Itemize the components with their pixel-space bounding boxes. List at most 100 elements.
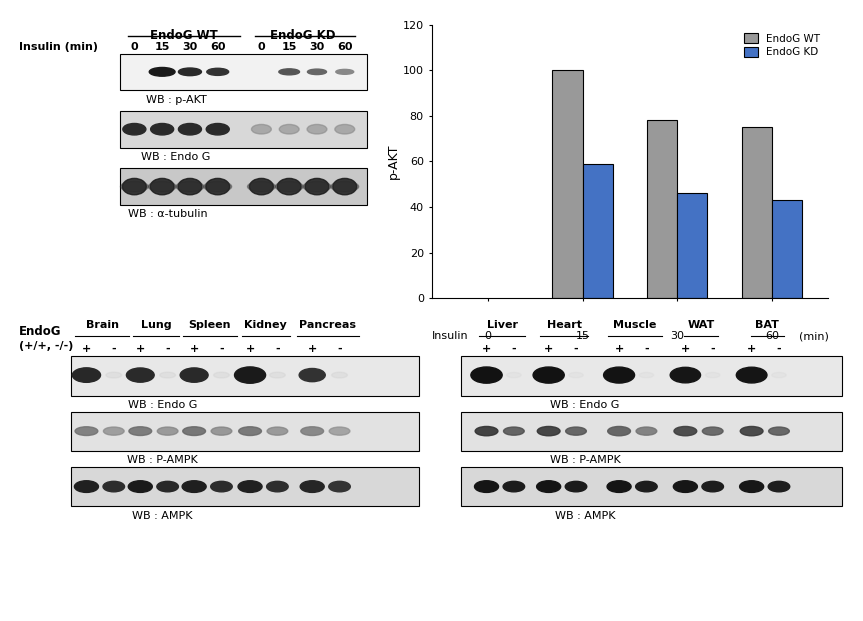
Ellipse shape — [277, 178, 301, 195]
Text: -: - — [166, 344, 170, 354]
Text: Kidney: Kidney — [244, 320, 287, 330]
Text: Muscle: Muscle — [613, 320, 657, 330]
Text: BAT: BAT — [755, 320, 779, 330]
Bar — [583, 164, 613, 298]
Ellipse shape — [740, 427, 763, 436]
Ellipse shape — [72, 368, 100, 383]
Text: WB : Endo G: WB : Endo G — [128, 400, 197, 410]
Ellipse shape — [205, 178, 230, 195]
Ellipse shape — [129, 481, 152, 492]
Bar — [121, 53, 367, 91]
Ellipse shape — [507, 373, 521, 378]
Ellipse shape — [307, 69, 326, 75]
Ellipse shape — [603, 367, 634, 383]
Ellipse shape — [275, 181, 303, 192]
Ellipse shape — [103, 481, 124, 492]
Ellipse shape — [104, 427, 124, 435]
Ellipse shape — [331, 181, 359, 192]
Ellipse shape — [206, 124, 230, 135]
Ellipse shape — [235, 367, 266, 383]
Text: Insulin: Insulin — [432, 331, 468, 341]
Ellipse shape — [335, 124, 355, 134]
Text: WB : Endo G: WB : Endo G — [551, 400, 620, 410]
Text: +: + — [82, 344, 91, 354]
Ellipse shape — [503, 481, 525, 492]
Ellipse shape — [307, 124, 327, 134]
Ellipse shape — [149, 68, 175, 76]
Bar — [677, 193, 708, 298]
Ellipse shape — [736, 367, 767, 383]
Text: 0: 0 — [130, 42, 138, 52]
Text: WB : α-tubulin: WB : α-tubulin — [129, 209, 208, 219]
Bar — [461, 356, 842, 396]
Ellipse shape — [267, 427, 287, 435]
Ellipse shape — [74, 481, 98, 492]
Text: -: - — [219, 344, 224, 354]
Text: (+/+, -/-): (+/+, -/-) — [19, 341, 73, 351]
Ellipse shape — [211, 427, 232, 435]
Ellipse shape — [183, 427, 205, 435]
Ellipse shape — [75, 427, 98, 435]
Text: -: - — [777, 344, 781, 354]
Ellipse shape — [269, 372, 286, 378]
Text: (min): (min) — [798, 331, 828, 341]
Ellipse shape — [705, 373, 720, 378]
Ellipse shape — [329, 427, 350, 435]
Bar — [647, 120, 677, 298]
Bar — [552, 70, 583, 298]
Text: +: + — [544, 344, 553, 354]
Ellipse shape — [179, 124, 201, 135]
Ellipse shape — [204, 181, 231, 192]
Ellipse shape — [607, 481, 631, 492]
Text: 60: 60 — [765, 331, 778, 341]
Text: 0: 0 — [485, 331, 492, 341]
Y-axis label: p-AKT: p-AKT — [387, 143, 400, 179]
Ellipse shape — [537, 481, 561, 492]
Ellipse shape — [471, 367, 502, 383]
Ellipse shape — [333, 178, 356, 195]
Ellipse shape — [211, 481, 232, 492]
Ellipse shape — [251, 124, 271, 134]
Text: WB : P-AMPK: WB : P-AMPK — [550, 455, 620, 465]
Ellipse shape — [475, 481, 499, 492]
Ellipse shape — [238, 481, 262, 492]
Text: WB : P-AMPK: WB : P-AMPK — [127, 455, 198, 465]
Ellipse shape — [178, 178, 202, 195]
Ellipse shape — [148, 181, 176, 192]
Text: -: - — [337, 344, 342, 354]
Text: WB : p-AKT: WB : p-AKT — [146, 94, 206, 104]
Text: 60: 60 — [210, 42, 225, 52]
Ellipse shape — [673, 481, 697, 492]
Ellipse shape — [126, 368, 154, 382]
Ellipse shape — [702, 427, 723, 435]
Ellipse shape — [280, 124, 299, 134]
Text: -: - — [512, 344, 516, 354]
Ellipse shape — [772, 373, 786, 378]
Text: -: - — [644, 344, 649, 354]
Bar — [121, 168, 367, 205]
Ellipse shape — [636, 481, 658, 492]
Ellipse shape — [207, 68, 229, 75]
Ellipse shape — [129, 427, 152, 435]
Ellipse shape — [151, 124, 173, 135]
Legend: EndoG WT, EndoG KD: EndoG WT, EndoG KD — [741, 30, 823, 60]
Bar — [461, 412, 842, 451]
Bar — [71, 356, 419, 396]
Text: -: - — [111, 344, 117, 354]
Text: +: + — [307, 344, 317, 354]
Text: WB : Endo G: WB : Endo G — [142, 152, 211, 162]
Text: Liver: Liver — [487, 320, 518, 330]
Ellipse shape — [299, 368, 325, 382]
Text: -: - — [710, 344, 715, 354]
Ellipse shape — [123, 124, 146, 135]
Bar — [741, 127, 772, 298]
Ellipse shape — [671, 367, 701, 383]
Bar — [461, 467, 842, 507]
Text: 15: 15 — [576, 331, 589, 341]
Ellipse shape — [182, 481, 206, 492]
Ellipse shape — [249, 178, 274, 195]
Ellipse shape — [702, 481, 723, 492]
Text: Spleen: Spleen — [189, 320, 231, 330]
Ellipse shape — [538, 427, 560, 436]
Text: WB : AMPK: WB : AMPK — [132, 511, 192, 521]
